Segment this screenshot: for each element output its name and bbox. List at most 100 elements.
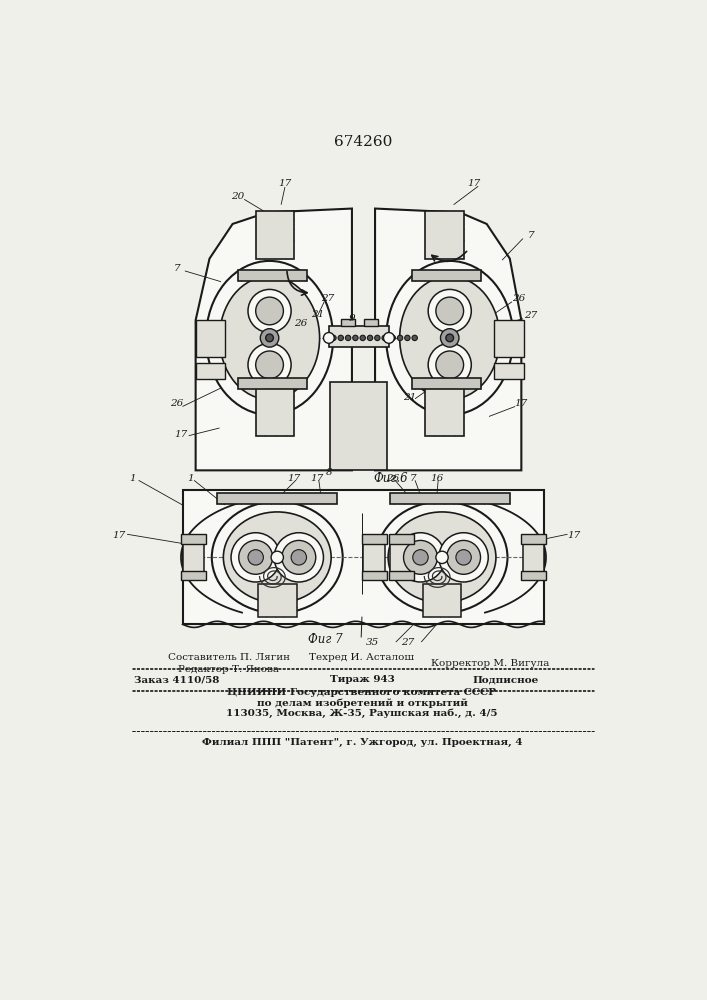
- Bar: [182, 490, 544, 624]
- Bar: [390, 493, 510, 504]
- Text: 17: 17: [468, 179, 481, 188]
- Circle shape: [274, 533, 324, 582]
- Text: 21: 21: [403, 393, 416, 402]
- Circle shape: [324, 333, 334, 343]
- Text: Тираж 943: Тираж 943: [329, 675, 395, 684]
- Circle shape: [346, 335, 351, 341]
- Text: 8: 8: [325, 468, 332, 477]
- Text: 35: 35: [366, 638, 380, 647]
- Bar: [425, 388, 464, 436]
- Polygon shape: [196, 209, 352, 470]
- Circle shape: [382, 335, 387, 341]
- Text: 113035, Москва, Ж-35, Раушская наб., д. 4/5: 113035, Москва, Ж-35, Раушская наб., д. …: [226, 709, 498, 718]
- Circle shape: [436, 351, 464, 379]
- Text: Составитель П. Лягин: Составитель П. Лягин: [168, 653, 290, 662]
- Bar: [390, 540, 412, 574]
- Text: 17: 17: [310, 474, 324, 483]
- Text: по делам изобретений и открытий: по делам изобретений и открытий: [257, 698, 467, 708]
- Text: 17: 17: [279, 179, 291, 188]
- Circle shape: [428, 289, 472, 333]
- Bar: [181, 534, 206, 544]
- Text: Подписное: Подписное: [473, 675, 539, 684]
- Bar: [196, 320, 225, 357]
- Bar: [258, 584, 296, 617]
- Bar: [256, 211, 294, 259]
- Text: 7: 7: [527, 231, 534, 240]
- Bar: [217, 493, 337, 504]
- Circle shape: [404, 540, 438, 574]
- Bar: [182, 540, 204, 574]
- Circle shape: [331, 335, 336, 341]
- Text: 9: 9: [349, 314, 355, 323]
- Circle shape: [353, 335, 358, 341]
- Circle shape: [439, 533, 489, 582]
- Ellipse shape: [386, 261, 513, 415]
- Text: 26: 26: [295, 319, 308, 328]
- Text: 1: 1: [187, 474, 194, 483]
- Text: 20: 20: [231, 192, 245, 201]
- Text: 674260: 674260: [334, 135, 392, 149]
- Text: 7: 7: [174, 264, 180, 273]
- Circle shape: [375, 335, 380, 341]
- Ellipse shape: [388, 512, 496, 603]
- Text: 21: 21: [312, 310, 325, 319]
- Circle shape: [231, 533, 281, 582]
- Circle shape: [260, 329, 279, 347]
- Circle shape: [360, 335, 366, 341]
- Text: 26: 26: [512, 294, 525, 303]
- Bar: [196, 363, 225, 379]
- Text: 17: 17: [567, 531, 580, 540]
- Bar: [523, 540, 544, 574]
- Text: 17: 17: [288, 474, 300, 483]
- Bar: [425, 211, 464, 259]
- Ellipse shape: [206, 261, 333, 415]
- Circle shape: [428, 343, 472, 386]
- Bar: [521, 534, 546, 544]
- Bar: [238, 270, 308, 281]
- Bar: [341, 319, 355, 326]
- Circle shape: [383, 333, 395, 343]
- Text: 26: 26: [386, 474, 399, 483]
- Circle shape: [271, 551, 284, 564]
- Circle shape: [266, 334, 274, 342]
- Circle shape: [396, 533, 445, 582]
- Bar: [181, 571, 206, 580]
- Circle shape: [282, 540, 316, 574]
- Bar: [329, 326, 389, 347]
- Circle shape: [413, 550, 428, 565]
- Text: Фиг.6: Фиг.6: [373, 472, 408, 485]
- Text: 16: 16: [430, 474, 443, 483]
- Circle shape: [338, 335, 344, 341]
- Bar: [330, 382, 387, 470]
- Bar: [364, 319, 378, 326]
- Circle shape: [412, 335, 417, 341]
- Ellipse shape: [223, 512, 331, 603]
- Circle shape: [404, 335, 410, 341]
- Ellipse shape: [219, 276, 320, 400]
- Bar: [238, 378, 308, 389]
- Text: Фиг 7: Фиг 7: [308, 633, 342, 646]
- Text: 17: 17: [515, 399, 528, 408]
- Circle shape: [446, 334, 454, 342]
- Bar: [363, 540, 385, 574]
- Text: Корректор М. Вигула: Корректор М. Вигула: [431, 659, 550, 668]
- Polygon shape: [375, 209, 521, 470]
- Bar: [256, 388, 294, 436]
- Circle shape: [390, 335, 395, 341]
- Circle shape: [447, 540, 481, 574]
- Circle shape: [248, 343, 291, 386]
- Text: Заказ 4110/58: Заказ 4110/58: [134, 675, 219, 684]
- Text: 26: 26: [170, 399, 183, 408]
- Bar: [423, 584, 461, 617]
- Circle shape: [397, 335, 403, 341]
- Text: Техред И. Асталош: Техред И. Асталош: [310, 653, 414, 662]
- Circle shape: [456, 550, 472, 565]
- Bar: [494, 320, 524, 357]
- Bar: [521, 571, 546, 580]
- Ellipse shape: [212, 502, 343, 613]
- Circle shape: [256, 351, 284, 379]
- Circle shape: [436, 551, 448, 564]
- Ellipse shape: [377, 502, 508, 613]
- Bar: [389, 534, 414, 544]
- Circle shape: [248, 289, 291, 333]
